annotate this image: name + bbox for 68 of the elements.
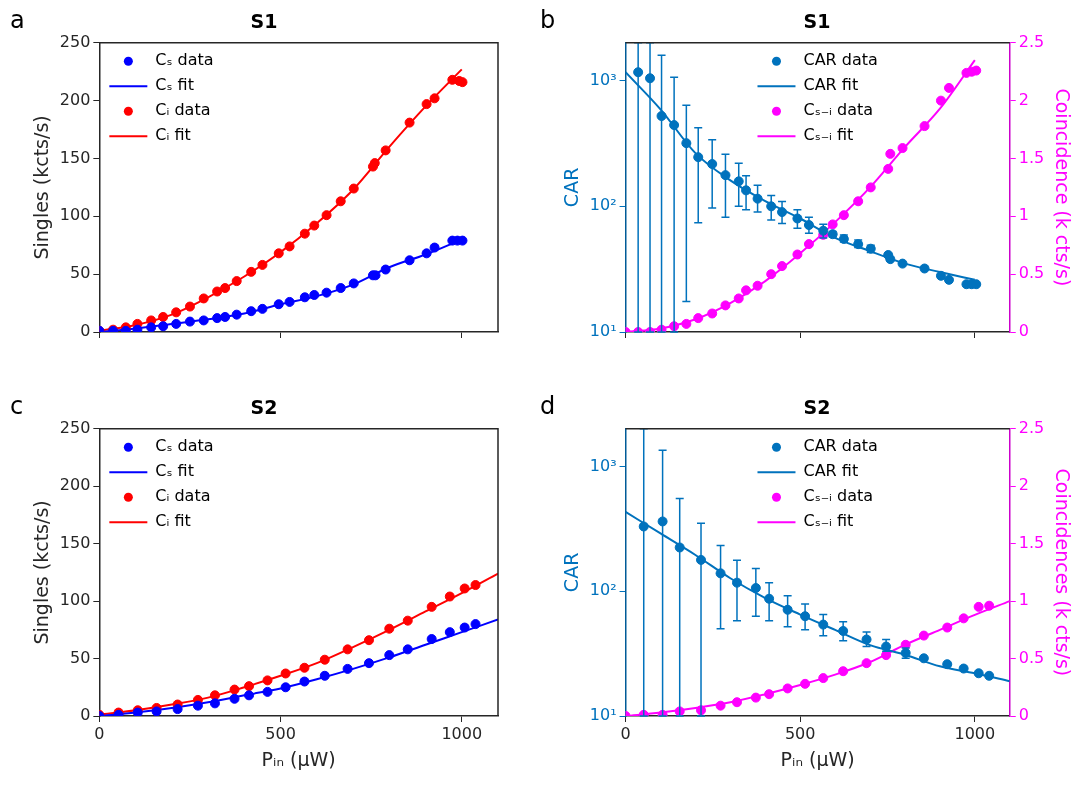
y-tick-label: 10³ — [589, 69, 617, 89]
legend-label: Cᵢ fit — [155, 511, 191, 531]
x-tick-label: 0 — [620, 723, 631, 743]
text: b — [540, 6, 556, 35]
chart-title: S1 — [803, 10, 831, 33]
y-tick-label: 150 — [59, 147, 91, 167]
y2-tick-label: 2 — [1018, 475, 1029, 495]
y2-tick-label: 0.5 — [1018, 647, 1045, 667]
legend-label: Cᵢ data — [155, 486, 211, 506]
text: d — [540, 392, 556, 421]
legend-label: Cᵢ data — [155, 100, 211, 120]
y-tick-label: 100 — [59, 205, 91, 225]
y-tick-label: 10² — [589, 580, 617, 600]
y-tick-label: 200 — [59, 475, 91, 495]
y2-tick-label: 2.5 — [1018, 417, 1045, 437]
chart-title: S2 — [803, 396, 831, 419]
legend-label: Cₛ fit — [155, 461, 194, 481]
legend-label: CAR fit — [803, 461, 859, 481]
y2-tick-label: 0 — [1018, 321, 1029, 341]
y-tick-label: 10³ — [589, 455, 617, 475]
y-tick-label: 0 — [80, 705, 91, 725]
y-tick-label: 250 — [59, 31, 91, 51]
y-tick-label: 250 — [59, 417, 91, 437]
y-tick-label: 50 — [69, 647, 91, 667]
legend-label: Cₛ₋ᵢ data — [803, 100, 874, 120]
legend-label: Cₛ₋ᵢ fit — [803, 511, 854, 531]
y2-tick-label: 1.5 — [1018, 147, 1045, 167]
y2-tick-label: 2 — [1018, 89, 1029, 109]
x-tick-label: 0 — [94, 723, 105, 743]
y-tick-label: 10¹ — [589, 705, 617, 725]
legend-label: CAR fit — [803, 75, 859, 95]
y2-axis-title: Coincidences (k cts/s) — [1051, 468, 1074, 677]
y2-tick-label: 0 — [1018, 705, 1029, 725]
y-tick-label: 150 — [59, 532, 91, 552]
y-axis-title: Singles (kcts/s) — [30, 500, 53, 645]
legend-label: Cₛ data — [155, 436, 214, 456]
y-axis-title: CAR — [560, 552, 583, 593]
legend-label: Cₛ fit — [155, 75, 194, 95]
x-tick-label: 1000 — [954, 723, 996, 743]
legend-label: Cₛ₋ᵢ fit — [803, 125, 854, 145]
y-tick-label: 10¹ — [589, 321, 617, 341]
y2-tick-label: 1 — [1018, 205, 1029, 225]
x-axis-title: Pᵢₙ (μW) — [261, 747, 336, 770]
chart-title: S2 — [250, 396, 278, 419]
y2-axis-title: Coincidence (k cts/s) — [1051, 88, 1074, 287]
legend-label: CAR data — [803, 436, 878, 456]
y-tick-label: 0 — [80, 321, 91, 341]
y-tick-label: 200 — [59, 89, 91, 109]
text: a — [10, 6, 25, 35]
text: c — [10, 392, 24, 421]
y2-tick-label: 2.5 — [1018, 31, 1045, 51]
y-axis-title: Singles (kcts/s) — [30, 115, 53, 260]
x-tick-label: 500 — [784, 723, 816, 743]
y-tick-label: 100 — [59, 590, 91, 610]
chart-title: S1 — [250, 10, 278, 33]
x-tick-label: 1000 — [441, 723, 483, 743]
legend-label: Cₛ data — [155, 50, 214, 70]
legend-label: Cₛ₋ᵢ data — [803, 486, 874, 506]
y-axis-title: CAR — [560, 167, 583, 208]
y2-tick-label: 1.5 — [1018, 532, 1045, 552]
legend-label: CAR data — [803, 50, 878, 70]
x-tick-label: 500 — [265, 723, 296, 743]
y-tick-label: 10² — [589, 195, 617, 215]
legend-label: Cᵢ fit — [155, 125, 191, 145]
y2-tick-label: 0.5 — [1018, 263, 1045, 283]
x-axis-title: Pᵢₙ (μW) — [780, 747, 855, 770]
y2-tick-label: 1 — [1018, 590, 1029, 610]
y-tick-label: 50 — [69, 263, 91, 283]
